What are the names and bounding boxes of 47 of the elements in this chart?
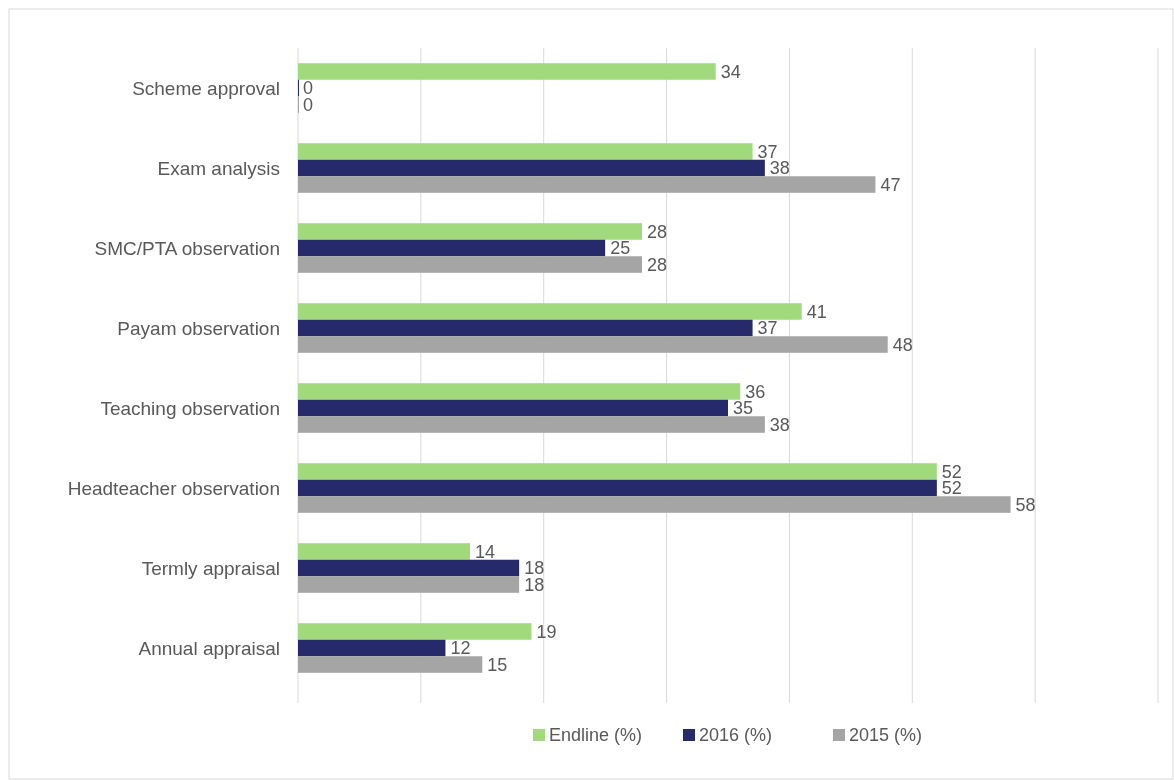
bar — [298, 63, 716, 80]
bar — [298, 543, 470, 560]
bar — [298, 576, 520, 593]
y-tick-label: Payam observation — [117, 317, 280, 339]
legend-label: 2016 (%) — [699, 725, 773, 746]
data-label: 38 — [769, 414, 790, 435]
bar — [298, 639, 446, 657]
bar — [298, 656, 483, 673]
bar — [298, 479, 937, 497]
bar — [298, 239, 606, 257]
bar — [298, 176, 876, 193]
data-label: 25 — [610, 238, 631, 259]
data-label: 14 — [475, 541, 496, 562]
bar — [298, 256, 642, 273]
data-label: 48 — [892, 334, 913, 355]
bar — [298, 463, 937, 480]
bar — [298, 303, 802, 320]
bar — [298, 336, 888, 353]
data-label: 19 — [536, 621, 557, 642]
bar — [298, 223, 642, 240]
y-tick-label: Headteacher observation — [67, 477, 280, 499]
bar — [298, 416, 765, 433]
data-label: 15 — [487, 654, 508, 675]
bar — [298, 159, 765, 177]
legend-label: Endline (%) — [549, 725, 643, 746]
data-label: 58 — [1015, 494, 1036, 515]
bar — [298, 399, 728, 417]
bar — [298, 143, 753, 160]
data-label: 34 — [720, 61, 741, 82]
y-tick-label: SMC/PTA observation — [94, 237, 280, 259]
data-label: 47 — [880, 174, 901, 195]
data-label: 41 — [806, 301, 827, 322]
legend-label: 2015 (%) — [849, 725, 923, 746]
bar — [298, 496, 1011, 513]
data-label: 12 — [450, 638, 471, 659]
bar — [298, 383, 741, 400]
y-tick-label: Scheme approval — [132, 77, 280, 99]
data-label: 28 — [647, 221, 668, 242]
bar — [298, 319, 753, 337]
y-tick-label: Termly appraisal — [141, 557, 280, 579]
y-tick-label: Teaching observation — [100, 397, 280, 419]
data-label: 37 — [757, 318, 778, 339]
data-label: 28 — [647, 254, 668, 275]
y-tick-label: Exam analysis — [157, 157, 280, 179]
y-tick-label: Annual appraisal — [138, 637, 280, 659]
bar — [298, 559, 520, 577]
bar — [298, 623, 532, 640]
